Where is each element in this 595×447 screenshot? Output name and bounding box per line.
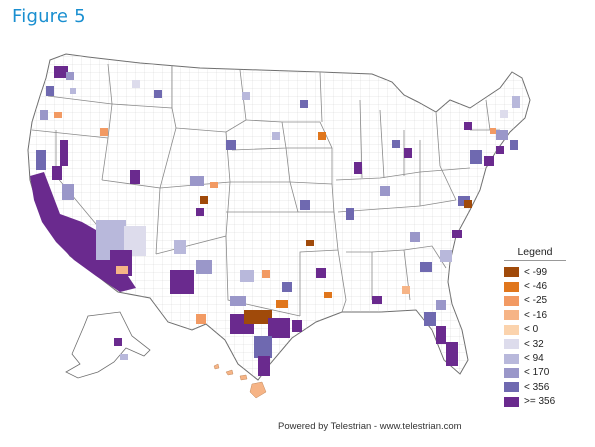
legend-item: >= 356 <box>504 395 566 409</box>
legend-swatch <box>504 382 519 393</box>
legend-swatch <box>504 353 519 364</box>
legend-swatch <box>504 267 519 278</box>
legend-label: < -46 <box>524 281 548 293</box>
legend-title: Legend <box>517 246 553 258</box>
legend-item: < -99 <box>504 265 566 279</box>
legend-swatch <box>504 295 519 306</box>
legend-swatch <box>504 367 519 378</box>
legend-divider <box>504 260 566 261</box>
legend-item: < 356 <box>504 380 566 394</box>
legend-label: < -25 <box>524 295 548 307</box>
county-grid <box>28 54 530 380</box>
legend-item: < 0 <box>504 323 566 337</box>
map-legend: Legend < -99 < -46 < -25 < -16 < 0 < 32 < 94 < … <box>504 246 566 409</box>
legend-swatch <box>504 396 519 407</box>
legend-label: < -16 <box>524 309 548 321</box>
legend-item: < 170 <box>504 366 566 380</box>
legend-label: < 170 <box>524 367 550 379</box>
legend-label: < -99 <box>524 266 548 278</box>
legend-label: < 356 <box>524 381 550 393</box>
legend-label: < 0 <box>524 324 539 336</box>
hawaii-shape <box>213 363 267 399</box>
legend-swatch <box>504 339 519 350</box>
powered-by-footer: Powered by Telestrian - www.telestrian.c… <box>278 421 462 432</box>
legend-swatch <box>504 324 519 335</box>
legend-label: < 32 <box>524 338 544 350</box>
county-fills <box>30 66 520 376</box>
legend-label: < 94 <box>524 353 544 365</box>
legend-item: < -25 <box>504 294 566 308</box>
legend-item: < -46 <box>504 279 566 293</box>
legend-item: < -16 <box>504 308 566 322</box>
alaska-fills <box>114 338 128 360</box>
alaska-shape <box>65 311 151 379</box>
legend-swatch <box>504 281 519 292</box>
legend-item: < 94 <box>504 351 566 365</box>
legend-swatch <box>504 310 519 321</box>
legend-item: < 32 <box>504 337 566 351</box>
legend-label: >= 356 <box>524 396 556 408</box>
figure-title: Figure 5 <box>12 6 86 27</box>
